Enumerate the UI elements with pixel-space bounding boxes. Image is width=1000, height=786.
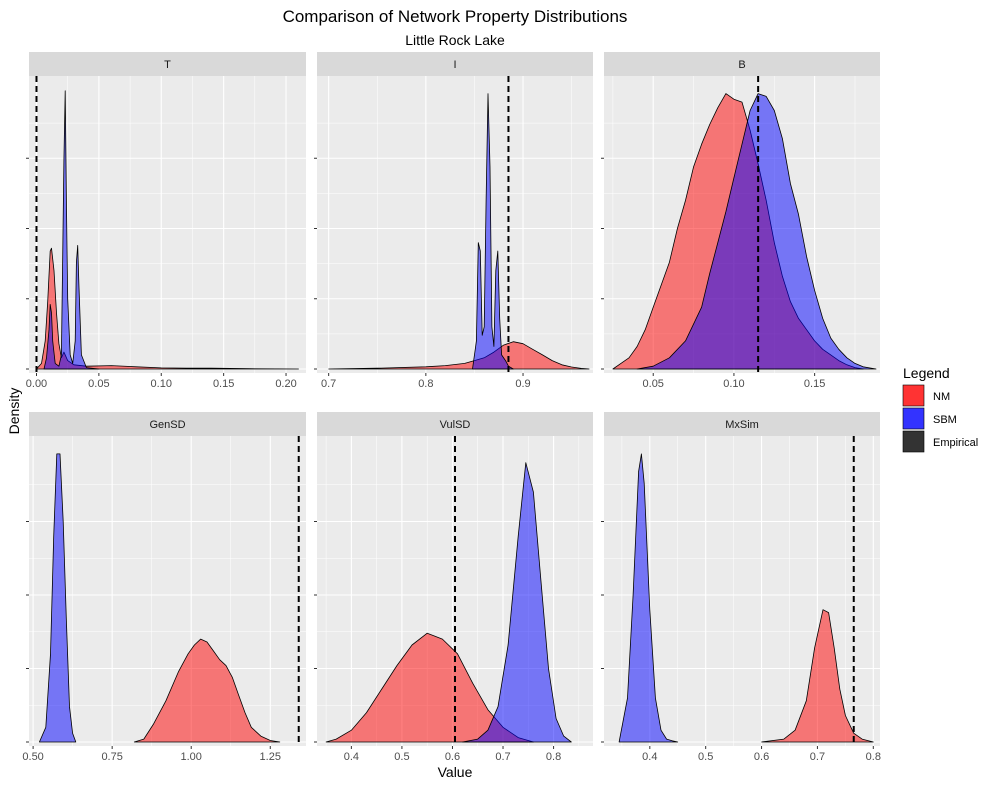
x-tick-label: 0.75 — [101, 751, 122, 763]
density-area-sbm — [472, 93, 514, 370]
facet-strip-label: I — [453, 59, 456, 71]
facet-strip-label: MxSim — [725, 419, 759, 431]
x-tick-label: 0.05 — [88, 378, 109, 390]
panel-gridlines — [317, 76, 593, 373]
legend: Legend NM SBM Empirical — [902, 365, 978, 453]
facet-strip — [317, 52, 593, 76]
panel-background — [317, 76, 593, 373]
facet-vulsd: VulSD 0.4 0.5 0.6 0.7 0.8 — [314, 412, 593, 763]
density-area-sbm — [636, 93, 877, 370]
x-tick-label: 1.25 — [260, 751, 281, 763]
chart-title: Comparison of Network Property Distribut… — [283, 7, 628, 26]
x-tick-label: 0.8 — [546, 751, 561, 763]
x-tick-label: 0.8 — [866, 751, 881, 763]
density-area-nm — [133, 638, 281, 743]
x-tick-label: 0.4 — [642, 751, 657, 763]
legend-title: Legend — [903, 365, 950, 381]
x-tick-label: 0.05 — [643, 378, 664, 390]
facet-strip — [29, 52, 306, 76]
density-area-sbm — [43, 90, 100, 370]
x-tick-label: 0.6 — [445, 751, 460, 763]
density-area-sbm — [462, 462, 572, 743]
chart-subtitle: Little Rock Lake — [405, 32, 505, 48]
facet-gensd: GenSD 0.50 0.75 1.00 1.25 — [22, 412, 306, 763]
x-tick-label: 1.00 — [181, 751, 202, 763]
legend-label-empirical: Empirical — [933, 437, 978, 449]
facet-b: B 0.05 0.10 0.15 — [601, 52, 880, 390]
panel-background — [29, 76, 306, 373]
density-area-sbm — [39, 453, 77, 743]
x-tick-label: 0.50 — [22, 751, 43, 763]
y-axis-label: Density — [6, 388, 22, 435]
facet-strip — [604, 412, 880, 436]
x-tick-label: 0.9 — [515, 378, 530, 390]
x-tick-label: 0.6 — [754, 751, 769, 763]
legend-key-nm — [902, 384, 925, 407]
x-tick-label: 0.7 — [321, 378, 336, 390]
density-area-nm — [761, 609, 874, 743]
facet-strip-label: B — [738, 59, 745, 71]
x-tick-label: 0.5 — [394, 751, 409, 763]
legend-label-nm: NM — [933, 391, 950, 403]
x-tick-label: 0.20 — [275, 378, 296, 390]
x-tick-label: 0.7 — [810, 751, 825, 763]
panel-background — [29, 436, 306, 746]
x-tick-label: 0.4 — [344, 751, 359, 763]
x-tick-label: 0.10 — [723, 378, 744, 390]
x-tick-label: 0.15 — [804, 378, 825, 390]
x-tick-label: 0.7 — [495, 751, 510, 763]
facet-strip-label: T — [164, 59, 171, 71]
legend-key-empirical — [902, 430, 925, 453]
panel-gridlines — [29, 76, 306, 373]
facet-t: T 0.00 0.05 0.10 0.15 0.20 — [26, 52, 306, 390]
legend-key-sbm — [902, 407, 925, 430]
x-axis-label: Value — [438, 764, 473, 780]
facet-strip — [604, 52, 880, 76]
facet-i: I 0.7 0.8 0.9 — [314, 52, 593, 390]
density-area-nm — [328, 341, 590, 370]
facet-mxsim: MxSim 0.4 0.5 0.6 0.7 0.8 — [601, 412, 881, 763]
facet-strip-label: GenSD — [149, 419, 185, 431]
x-tick-label: 0.00 — [26, 378, 47, 390]
facet-strip-label: VulSD — [440, 419, 471, 431]
facet-strip — [317, 412, 593, 436]
density-area-sbm — [618, 453, 679, 743]
x-tick-label: 0.10 — [151, 378, 172, 390]
x-tick-label: 0.5 — [698, 751, 713, 763]
facet-strip — [29, 412, 306, 436]
legend-label-sbm: SBM — [933, 414, 957, 426]
x-tick-label: 0.8 — [418, 378, 433, 390]
facet-grid: T 0.00 0.05 0.10 0.15 0.20 I 0.7 0.8 0.9 B 0.05 0.10… — [22, 52, 881, 763]
x-tick-label: 0.15 — [213, 378, 234, 390]
